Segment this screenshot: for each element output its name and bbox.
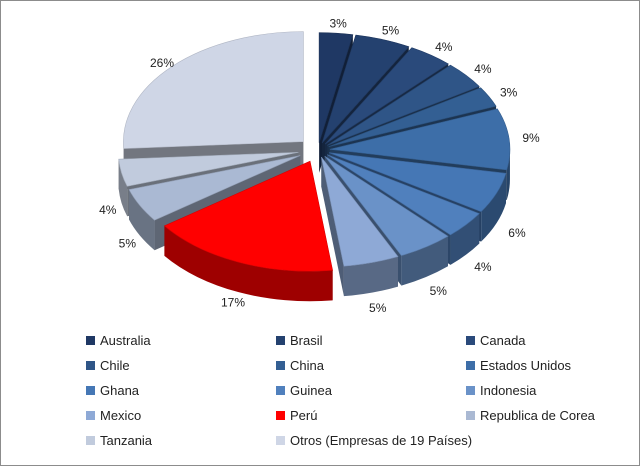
data-label-1: 5% <box>382 23 400 37</box>
legend-entry: China <box>276 358 324 373</box>
legend-label: Chile <box>100 358 130 373</box>
pie-slice-republica-de-corea <box>128 155 301 221</box>
pie-slice-canada <box>324 47 449 145</box>
pie-slice-per- <box>163 160 333 272</box>
legend-entry: Mexico <box>86 408 141 423</box>
pie-slice-ghana <box>329 152 507 212</box>
legend-label: Estados Unidos <box>480 358 572 373</box>
legend-swatch <box>86 411 95 420</box>
legend: Australia Brasil Canada Chile China Estados U… <box>86 333 626 458</box>
legend-label: China <box>290 358 324 373</box>
legend-entry: Canada <box>466 333 526 348</box>
slice-side-7-0 <box>450 213 480 265</box>
legend-entry: Chile <box>86 358 130 373</box>
legend-label: Perú <box>290 408 318 423</box>
legend-entry: Tanzania <box>86 433 152 448</box>
legend-label: Ghana <box>100 383 140 398</box>
slice-side-8-0 <box>401 236 448 286</box>
data-label-13: 26% <box>150 56 174 70</box>
pie-slice-mexico <box>321 156 399 267</box>
legend-entry: Perú <box>276 408 317 423</box>
legend-swatch <box>86 336 95 345</box>
legend-label: Otros (Empresas de 19 Países) <box>290 433 473 448</box>
legend-entry: Ghana <box>86 383 139 398</box>
legend-swatch <box>86 386 95 395</box>
legend-row: Chile China Estados Unidos <box>86 358 626 383</box>
pie-slice-tanzania <box>118 151 299 187</box>
legend-entry: Estados Unidos <box>466 358 571 373</box>
data-label-6: 6% <box>508 226 526 240</box>
data-label-4: 3% <box>500 85 518 99</box>
legend-label: Australia <box>100 333 151 348</box>
legend-label: Tanzania <box>100 433 153 448</box>
pie-slice-guinea <box>327 154 480 236</box>
legend-entry: Australia <box>86 333 151 348</box>
data-label-9: 5% <box>369 301 387 315</box>
legend-swatch <box>276 336 285 345</box>
legend-entry: Indonesia <box>466 383 536 398</box>
legend-row: Mexico Perú Republica de Corea <box>86 408 626 433</box>
legend-row: Australia Brasil Canada <box>86 333 626 358</box>
legend-row: Tanzania Otros (Empresas de 19 Países) <box>86 433 626 458</box>
legend-swatch <box>276 411 285 420</box>
pie-slice-chile <box>327 64 480 146</box>
slice-side-12-0 <box>118 159 128 217</box>
pie-slice-australia <box>318 32 354 143</box>
data-label-0: 3% <box>329 16 347 30</box>
data-label-11: 5% <box>119 237 137 251</box>
legend-label: Republica de Corea <box>480 408 595 423</box>
pie-chart: 3% 5% 4% 4% 3% 9% 6% 4% 5% 5% 17% 5% 4% 26% <box>99 16 540 315</box>
pie-slice-indonesia <box>324 155 449 256</box>
legend-label: Guinea <box>290 383 332 398</box>
slice-side-6-0 <box>481 173 506 242</box>
slice-wall-9-1 <box>321 157 344 297</box>
data-label-8: 5% <box>430 284 448 298</box>
legend-entry: Republica de Corea <box>466 408 595 423</box>
pie-slice-brasil <box>321 34 410 144</box>
legend-row: Ghana Guinea Indonesia <box>86 383 626 408</box>
legend-swatch <box>86 361 95 370</box>
legend-entry: Guinea <box>276 383 332 398</box>
legend-swatch <box>466 361 475 370</box>
legend-entry: Brasil <box>276 333 323 348</box>
slice-side-5-0 <box>506 149 510 200</box>
legend-swatch <box>466 336 475 345</box>
pie-slice-otros-empresas-de-19-pa-ses- <box>123 31 304 149</box>
legend-swatch <box>466 411 475 420</box>
legend-label: Brasil <box>290 333 323 348</box>
legend-entry: Otros (Empresas de 19 Países) <box>276 433 472 448</box>
slice-side-9-0 <box>343 256 398 297</box>
data-label-7: 4% <box>474 260 492 274</box>
pie-slice-china <box>328 87 497 147</box>
legend-swatch <box>276 386 285 395</box>
legend-label: Indonesia <box>480 383 537 398</box>
data-label-10: 17% <box>221 296 245 310</box>
legend-swatch <box>276 361 285 370</box>
legend-label: Canada <box>480 333 526 348</box>
data-label-12: 4% <box>99 203 117 217</box>
legend-label: Mexico <box>100 408 142 423</box>
pie-labels: 3% 5% 4% 4% 3% 9% 6% 4% 5% 5% 17% 5% 4% 26% <box>99 16 540 315</box>
pie-slice-estados-unidos <box>329 108 511 171</box>
data-label-3: 4% <box>474 62 492 76</box>
pie-tops <box>118 31 511 272</box>
slice-side-10-0 <box>164 225 333 302</box>
legend-swatch <box>86 436 95 445</box>
slice-side-11-0 <box>128 189 155 251</box>
legend-swatch <box>466 386 475 395</box>
data-label-2: 4% <box>435 40 453 54</box>
legend-swatch <box>276 436 285 445</box>
data-label-5: 9% <box>522 131 540 145</box>
